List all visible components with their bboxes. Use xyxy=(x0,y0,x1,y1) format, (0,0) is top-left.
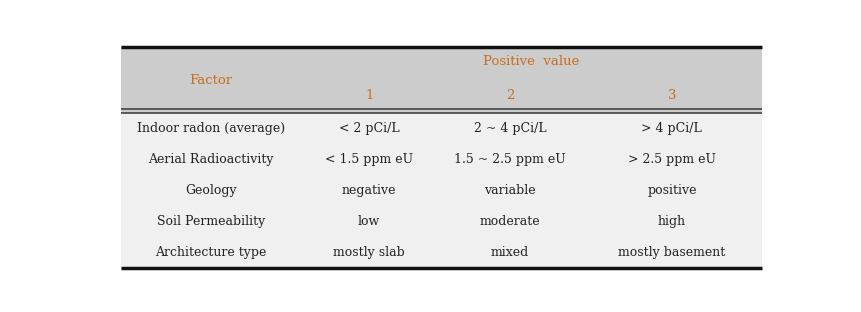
Text: low: low xyxy=(358,215,381,228)
Text: Factor: Factor xyxy=(189,74,232,87)
Text: mixed: mixed xyxy=(491,246,530,259)
Text: Geology: Geology xyxy=(185,184,237,197)
Text: negative: negative xyxy=(342,184,396,197)
Text: < 2 pCi/L: < 2 pCi/L xyxy=(339,122,400,135)
Text: mostly basement: mostly basement xyxy=(618,246,726,259)
Text: Indoor radon (average): Indoor radon (average) xyxy=(137,122,285,135)
Text: > 4 pCi/L: > 4 pCi/L xyxy=(641,122,703,135)
Text: mostly slab: mostly slab xyxy=(333,246,405,259)
Text: Positive  value: Positive value xyxy=(483,56,579,68)
Text: 1.5 ~ 2.5 ppm eU: 1.5 ~ 2.5 ppm eU xyxy=(455,153,566,166)
Bar xyxy=(121,47,761,113)
Text: 1: 1 xyxy=(365,89,374,102)
Text: 2: 2 xyxy=(506,89,514,102)
Text: 3: 3 xyxy=(667,89,676,102)
Text: positive: positive xyxy=(647,184,697,197)
Text: variable: variable xyxy=(485,184,536,197)
Text: moderate: moderate xyxy=(480,215,541,228)
Bar xyxy=(121,113,761,268)
Text: Soil Permeability: Soil Permeability xyxy=(157,215,265,228)
Text: high: high xyxy=(658,215,686,228)
Text: Aerial Radioactivity: Aerial Radioactivity xyxy=(148,153,274,166)
Text: < 1.5 ppm eU: < 1.5 ppm eU xyxy=(325,153,413,166)
Text: Architecture type: Architecture type xyxy=(155,246,266,259)
Text: > 2.5 ppm eU: > 2.5 ppm eU xyxy=(628,153,715,166)
Text: 2 ~ 4 pCi/L: 2 ~ 4 pCi/L xyxy=(474,122,547,135)
